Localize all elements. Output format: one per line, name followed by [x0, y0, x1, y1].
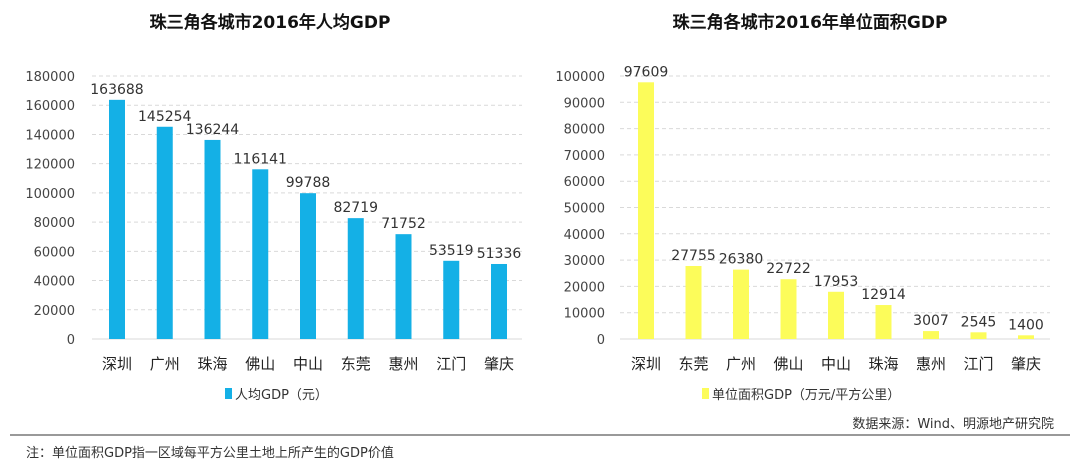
bar-中山	[300, 193, 316, 339]
data-label: 145254	[138, 109, 192, 125]
x-tick-label: 珠海	[868, 355, 898, 373]
x-tick-label: 深圳	[102, 355, 132, 373]
y-tick-label: 80000	[34, 216, 75, 231]
y-tick-label: 100000	[25, 187, 75, 202]
bar-珠海	[875, 305, 892, 339]
data-label: 136244	[186, 122, 240, 138]
x-tick-label: 深圳	[631, 355, 661, 373]
data-label: 12914	[861, 287, 906, 303]
y-tick-label: 50000	[564, 202, 605, 217]
y-tick-label: 80000	[564, 123, 605, 138]
legend-label: 人均GDP（元）	[235, 388, 328, 403]
legend-left: 人均GDP（元）	[225, 384, 328, 403]
y-tick-label: 0	[597, 333, 605, 348]
bar-江门	[970, 332, 987, 339]
data-label: 17953	[814, 274, 859, 290]
y-tick-label: 0	[67, 333, 75, 348]
bar-惠州	[395, 234, 412, 339]
y-tick-label: 60000	[564, 175, 605, 190]
bar-珠海	[204, 139, 221, 339]
bar-深圳	[638, 82, 654, 339]
footnote: 注：单位面积GDP指一区域每平方公里土地上所产生的GDP价值	[26, 446, 394, 461]
y-tick-label: 120000	[25, 158, 75, 173]
legend-swatch-icon	[225, 388, 232, 399]
data-label: 163688	[90, 82, 143, 98]
legend-label: 单位面积GDP（万元/平方公里）	[712, 388, 901, 403]
x-tick-label: 江门	[436, 355, 466, 373]
data-label: 3007	[913, 313, 949, 329]
data-source: 数据来源：Wind、明源地产研究院	[852, 417, 1054, 432]
bar-东莞	[685, 266, 702, 339]
data-label: 26380	[719, 252, 764, 268]
bar-深圳	[109, 99, 125, 339]
x-tick-label: 佛山	[245, 355, 275, 373]
y-tick-label: 180000	[25, 70, 75, 85]
x-tick-label: 肇庆	[1011, 355, 1041, 373]
bar-广州	[156, 126, 173, 340]
chart-title-right: 珠三角各城市2016年单位面积GDP	[672, 13, 948, 33]
legend-swatch-icon	[702, 388, 709, 399]
x-tick-label: 广州	[150, 355, 180, 373]
bar-佛山	[252, 169, 269, 339]
divider	[10, 434, 1070, 436]
y-tick-label: 100000	[555, 70, 605, 85]
chart-title-left: 珠三角各城市2016年人均GDP	[149, 13, 391, 33]
bar-东莞	[347, 218, 364, 339]
bar-江门	[443, 260, 460, 339]
y-tick-label: 90000	[564, 96, 605, 111]
bar-广州	[733, 269, 749, 339]
data-label: 82719	[333, 200, 378, 216]
x-tick-label: 佛山	[773, 355, 803, 373]
data-label: 99788	[286, 175, 331, 191]
y-tick-label: 40000	[564, 228, 605, 243]
x-tick-label: 东莞	[678, 355, 708, 373]
y-tick-label: 10000	[564, 307, 605, 322]
data-label: 53519	[429, 243, 474, 259]
x-tick-label: 珠海	[197, 355, 227, 373]
bar-中山	[828, 291, 844, 339]
y-tick-label: 70000	[564, 149, 605, 164]
bar-肇庆	[491, 263, 507, 339]
data-label: 116141	[234, 151, 287, 167]
bar-肇庆	[1018, 335, 1034, 339]
x-tick-label: 中山	[293, 355, 323, 373]
x-tick-label: 东莞	[341, 355, 371, 373]
x-tick-label: 江门	[963, 355, 993, 373]
y-tick-label: 40000	[34, 275, 75, 290]
y-tick-label: 20000	[34, 304, 75, 319]
data-label: 22722	[766, 261, 811, 277]
x-tick-label: 惠州	[388, 355, 418, 373]
x-tick-label: 广州	[726, 355, 756, 373]
data-label: 2545	[961, 314, 997, 330]
bar-佛山	[780, 279, 797, 339]
data-label: 27755	[671, 248, 716, 264]
data-label: 1400	[1008, 317, 1044, 333]
legend-right: 单位面积GDP（万元/平方公里）	[702, 384, 900, 403]
y-tick-label: 20000	[564, 280, 605, 295]
data-label: 97609	[624, 64, 669, 80]
data-label: 71752	[381, 216, 426, 232]
y-tick-label: 160000	[25, 99, 75, 114]
y-tick-label: 60000	[34, 245, 75, 260]
bar-惠州	[923, 331, 939, 339]
y-tick-label: 30000	[564, 254, 605, 269]
y-tick-label: 140000	[25, 128, 75, 143]
x-tick-label: 惠州	[916, 355, 946, 373]
x-tick-label: 肇庆	[484, 355, 514, 373]
data-label: 51336	[477, 246, 522, 262]
x-tick-label: 中山	[821, 355, 851, 373]
